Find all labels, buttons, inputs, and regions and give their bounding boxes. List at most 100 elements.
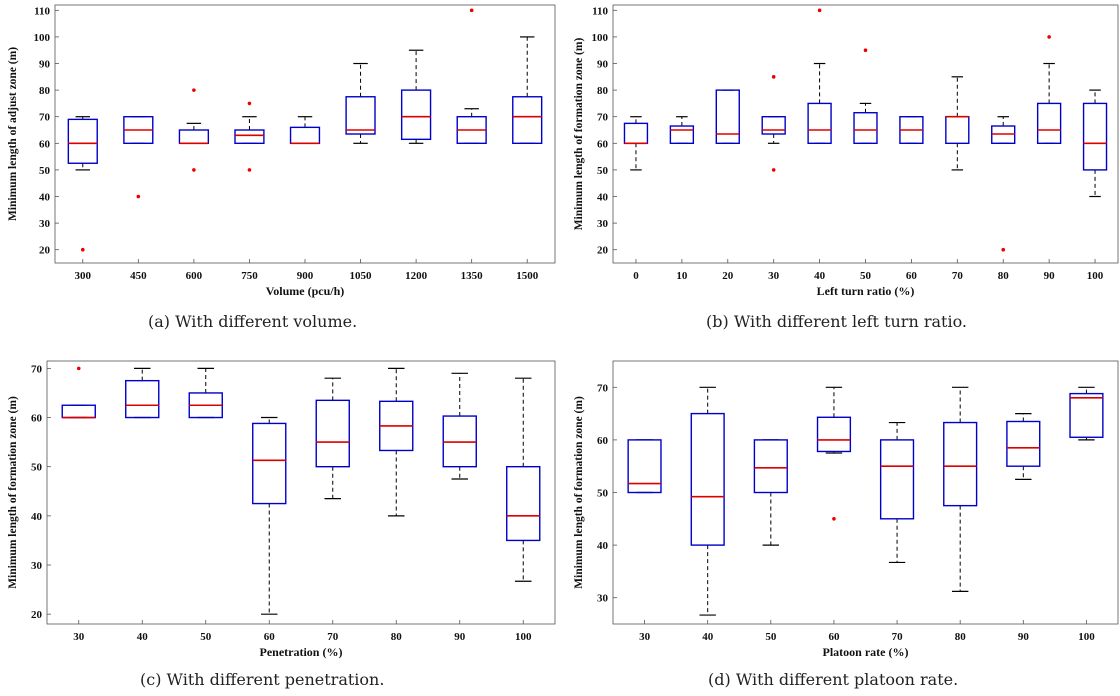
x-axis-label: Penetration (%) [260, 645, 343, 659]
box-rect [816, 416, 852, 453]
box-70 [945, 76, 970, 171]
box-30 [61, 366, 96, 419]
box-600 [178, 88, 210, 172]
outlier-point [469, 8, 474, 13]
boxplot-chart-a: 20 30 40 50 60 70 80 90 100 110 300 450 600 750 900 105… [7, 4, 556, 298]
x-tick-label: 100 [1078, 631, 1095, 643]
plot-frame [46, 360, 556, 625]
outlier-point [76, 366, 81, 371]
box-50 [188, 367, 223, 419]
box-rect [1082, 102, 1108, 171]
box-rect [879, 439, 915, 520]
box-100 [1069, 386, 1104, 441]
plot-frame [612, 4, 1119, 264]
x-axis-label: Volume (pcu/h) [266, 284, 345, 298]
x-tick-label: 30 [768, 270, 780, 282]
box-30 [627, 439, 662, 494]
outlier-point [832, 517, 836, 521]
outlier-point [247, 101, 252, 106]
x-tick-label: 1050 [350, 270, 373, 282]
x-tick-label: 40 [137, 631, 149, 643]
x-tick-label: 900 [297, 270, 314, 282]
y-tick-label: 20 [597, 245, 609, 257]
box-20 [715, 89, 740, 145]
y-tick-label: 40 [39, 192, 51, 204]
y-tick-label: 40 [31, 511, 43, 523]
box-300 [67, 116, 98, 252]
caption-d: (d) With different platoon rate. [708, 670, 959, 689]
boxplot-chart-c: 20 30 40 50 60 70 30 40 50 60 70 80 90 100 Penetration… [7, 360, 556, 659]
plot-frame [54, 4, 556, 264]
box-rect [945, 116, 970, 145]
box-rect [315, 399, 350, 468]
x-tick-label: 1350 [461, 270, 484, 282]
y-tick-label: 20 [39, 245, 51, 257]
box-90 [442, 372, 477, 480]
x-tick-label: 90 [1044, 270, 1056, 282]
x-tick-label: 30 [73, 631, 85, 643]
x-tick-label: 20 [722, 270, 734, 282]
box-90 [1036, 35, 1062, 145]
box-750 [234, 101, 265, 172]
outlier-point [863, 48, 868, 53]
outlier-point [771, 168, 776, 172]
box-1200 [400, 49, 432, 144]
box-rect [506, 465, 541, 542]
y-tick-label: 100 [592, 32, 609, 44]
plot-frame [612, 360, 1119, 625]
x-tick-label: 100 [1087, 270, 1104, 282]
x-tick-label: 450 [130, 270, 147, 282]
box-60 [899, 116, 924, 145]
y-tick-label: 30 [597, 218, 609, 230]
box-rect [715, 89, 740, 145]
box-rect [289, 126, 321, 145]
x-tick-label: 90 [1018, 631, 1030, 643]
x-tick-label: 600 [186, 270, 203, 282]
outlier-point [817, 8, 822, 13]
outlier-point [1047, 35, 1051, 39]
y-tick-label: 60 [597, 138, 609, 150]
y-tick-label: 70 [597, 382, 609, 394]
y-tick-label: 40 [597, 540, 609, 552]
y-tick-label: 50 [31, 462, 43, 474]
box-rect [853, 112, 878, 145]
y-tick-label: 70 [31, 363, 43, 375]
x-tick-label: 30 [639, 631, 651, 643]
x-tick-label: 750 [241, 270, 258, 282]
x-tick-label: 40 [702, 631, 714, 643]
box-rect [943, 421, 978, 507]
x-tick-label: 90 [454, 631, 466, 643]
x-tick-label: 80 [998, 270, 1010, 282]
box-70 [879, 421, 915, 564]
box-70 [315, 377, 350, 500]
y-tick-label: 50 [39, 165, 51, 177]
box-50 [753, 439, 788, 546]
box-rect [623, 122, 649, 145]
y-tick-label: 70 [597, 112, 609, 124]
x-tick-label: 100 [515, 631, 532, 643]
y-tick-label: 60 [39, 138, 51, 150]
y-tick-label: 90 [39, 59, 51, 71]
box-rect [252, 422, 287, 505]
x-tick-label: 10 [676, 270, 688, 282]
outlier-point [80, 247, 85, 252]
box-rect [761, 116, 786, 135]
y-tick-label: 30 [39, 218, 51, 230]
box-rect [753, 439, 788, 494]
box-rect [178, 129, 210, 145]
y-tick-label: 50 [597, 165, 609, 177]
outlier-point [247, 168, 252, 172]
box-100 [506, 377, 541, 582]
outlier-point [192, 88, 196, 92]
box-50 [853, 48, 878, 145]
x-tick-label: 60 [264, 631, 276, 643]
box-10 [669, 116, 695, 145]
y-tick-label: 80 [39, 85, 51, 97]
box-rect [627, 439, 662, 494]
box-30 [761, 75, 786, 172]
y-tick-label: 90 [597, 59, 609, 71]
box-90 [1006, 412, 1041, 480]
x-tick-label: 1200 [405, 270, 428, 282]
chart-panel-a: 20 30 40 50 60 70 80 90 100 110 300 450 600 750 900 105… [0, 0, 560, 348]
y-tick-label: 40 [597, 192, 609, 204]
